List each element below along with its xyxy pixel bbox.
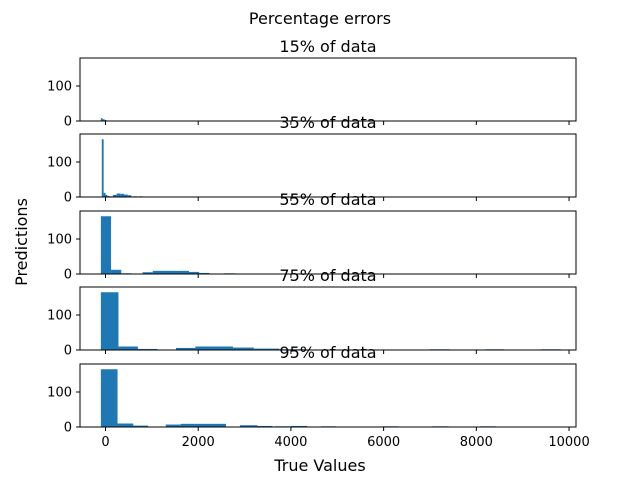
- histogram-bar: [165, 424, 181, 427]
- subplot-4: 0 100 75% of data: [47, 266, 577, 359]
- histogram-bar: [105, 194, 108, 197]
- y-tick-label: 100: [47, 233, 72, 248]
- axes-frame: [79, 286, 577, 351]
- axes-frame: [79, 57, 577, 122]
- y-tick-label: 0: [64, 268, 72, 283]
- histogram-bar: [133, 425, 149, 427]
- histogram-bar: [102, 119, 105, 121]
- subplot-title: 35% of data: [279, 113, 376, 132]
- x-tick-label: 10000: [548, 435, 589, 450]
- axes-frame: [79, 363, 577, 428]
- histogram-bar: [199, 272, 210, 274]
- histogram-bar: [118, 346, 138, 350]
- y-tick-label: 100: [47, 386, 72, 401]
- histogram-bar: [127, 195, 132, 197]
- histogram-bar: [120, 193, 125, 197]
- histogram-bar: [100, 216, 112, 274]
- histogram-bar: [152, 270, 189, 274]
- histogram-bar: [290, 425, 308, 427]
- histogram-bar: [142, 272, 153, 274]
- subplot-title: 75% of data: [279, 266, 376, 285]
- subplot-title: 15% of data: [279, 37, 376, 56]
- y-tick-label: 0: [64, 344, 72, 359]
- histogram-bar: [101, 139, 104, 197]
- histogram-bar: [180, 423, 227, 427]
- x-tick-label: 6000: [367, 435, 400, 450]
- histogram-bar: [104, 119, 107, 121]
- histogram-bar: [100, 292, 119, 350]
- x-tick-label: 4000: [274, 435, 307, 450]
- axes-frame: [79, 210, 577, 275]
- histogram-bar: [117, 423, 134, 427]
- x-tick-label: 0: [101, 435, 109, 450]
- y-tick-label: 100: [47, 156, 72, 171]
- histogram-bar: [116, 193, 121, 197]
- subplot-2: 0 100 35% of data: [47, 113, 577, 206]
- y-tick-label: 0: [64, 115, 72, 130]
- subplot-1: 0 100 15% of data: [47, 37, 577, 130]
- histogram-bar: [239, 425, 258, 427]
- subplots: 0 100 15% of data 0 100 35% of data 0 100 55% of…: [47, 37, 590, 450]
- histogram-bar: [111, 269, 122, 274]
- y-axis-label: Predictions: [12, 198, 31, 286]
- histogram-bar: [112, 194, 117, 197]
- x-axis-label: True Values: [273, 456, 365, 475]
- histogram-bar: [195, 346, 233, 350]
- axes-frame: [79, 133, 577, 198]
- histogram-bar: [175, 347, 196, 350]
- figure-suptitle: Percentage errors: [249, 9, 391, 28]
- histogram-bar: [253, 348, 280, 350]
- histogram-bar: [137, 348, 158, 350]
- histogram-bar: [103, 192, 106, 197]
- histogram-bar: [100, 369, 118, 427]
- subplot-title: 55% of data: [279, 190, 376, 209]
- histogram-bar: [107, 195, 110, 197]
- y-tick-label: 100: [47, 309, 72, 324]
- histogram-bar: [188, 271, 200, 274]
- x-tick-label: 8000: [460, 435, 493, 450]
- histogram-bar: [257, 425, 273, 427]
- subplot-title: 95% of data: [279, 343, 376, 362]
- y-tick-label: 100: [47, 80, 72, 95]
- subplot-3: 0 100 55% of data: [47, 190, 577, 283]
- histogram-bar: [124, 194, 128, 197]
- y-tick-label: 0: [64, 421, 72, 436]
- histogram-bar: [232, 347, 254, 350]
- y-tick-label: 0: [64, 191, 72, 206]
- x-tick-label: 2000: [182, 435, 215, 450]
- histogram-bar: [100, 118, 103, 121]
